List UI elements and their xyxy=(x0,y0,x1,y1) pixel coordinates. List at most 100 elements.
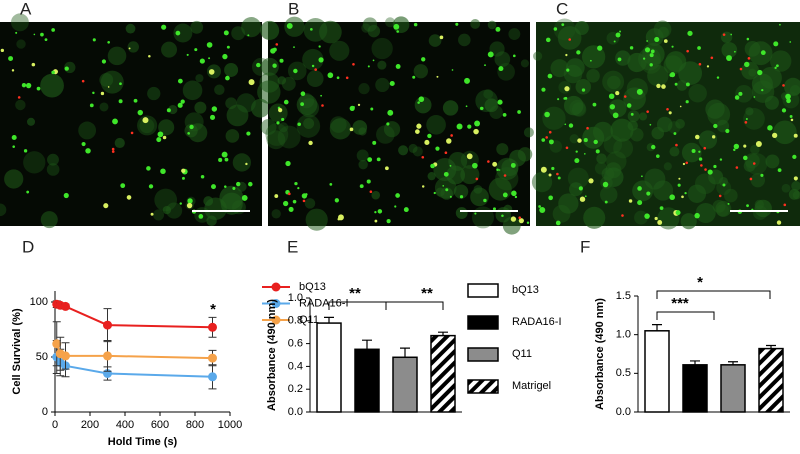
live-cell xyxy=(551,166,555,171)
y-axis-title: Absorbance (490 nm) xyxy=(594,298,606,410)
live-cell xyxy=(613,40,616,43)
dead-cell xyxy=(314,68,317,71)
live-cell xyxy=(300,91,306,97)
live-cell xyxy=(557,176,561,180)
live-cell xyxy=(283,200,289,207)
live-cell xyxy=(713,164,717,169)
live-cell xyxy=(760,173,764,177)
panel-label: B xyxy=(288,0,299,18)
live-cell xyxy=(418,96,425,103)
live-cell xyxy=(472,162,478,169)
cell-halo xyxy=(224,62,239,77)
live-cell xyxy=(396,30,400,33)
cell-halo xyxy=(168,104,178,115)
legend-swatch xyxy=(467,379,499,394)
cell-halo xyxy=(792,190,800,200)
live-cell xyxy=(118,99,123,104)
live-cell xyxy=(8,56,14,62)
live-cell xyxy=(733,50,736,53)
live-cell xyxy=(564,123,567,126)
live-cell xyxy=(177,102,183,108)
cell-halo xyxy=(608,99,627,118)
significance-label: * xyxy=(697,274,703,291)
data-point xyxy=(103,351,112,361)
cell-halo xyxy=(638,112,648,121)
cell-halo xyxy=(319,20,342,44)
live-cell xyxy=(589,59,592,62)
cell-halo xyxy=(426,114,446,135)
live-cell xyxy=(544,111,550,118)
cell-halo xyxy=(107,46,127,66)
live-cell xyxy=(617,57,622,62)
cell-halo xyxy=(4,169,24,189)
cell-halo xyxy=(615,50,631,66)
live-cell xyxy=(225,75,230,81)
cell-halo xyxy=(47,153,59,166)
cell-halo xyxy=(607,75,621,90)
live-cell xyxy=(649,53,654,58)
live-cell xyxy=(548,139,554,145)
dead-cell xyxy=(545,136,549,139)
cell-halo xyxy=(783,77,800,96)
cell-halo xyxy=(754,199,765,210)
live-cell xyxy=(698,150,701,153)
live-cell xyxy=(615,90,620,96)
cell-halo xyxy=(15,99,26,111)
live-cell xyxy=(644,213,650,219)
live-cell xyxy=(671,45,674,48)
cell-halo xyxy=(569,99,586,116)
x-tick-label: 800 xyxy=(186,419,204,431)
y-tick-label: 100 xyxy=(30,296,48,308)
cell-halo xyxy=(204,197,227,221)
cell-halo xyxy=(567,167,589,189)
legend-marker xyxy=(271,299,281,308)
cell-halo xyxy=(716,180,732,196)
cell-halo xyxy=(375,77,390,93)
live-cell xyxy=(644,47,651,53)
live-cell xyxy=(547,73,553,79)
cell-halo xyxy=(330,116,347,133)
live-cell xyxy=(12,145,16,148)
x-axis-title: Hold Time (s) xyxy=(108,436,178,448)
cell-halo xyxy=(484,98,499,113)
live-cell xyxy=(678,177,681,180)
live-cell xyxy=(36,86,41,91)
live-cell xyxy=(64,66,69,71)
live-cell xyxy=(588,178,594,184)
live-cell xyxy=(421,57,426,62)
cell-halo xyxy=(453,184,469,199)
live-cell xyxy=(427,133,432,139)
live-cell xyxy=(581,88,586,92)
live-cell xyxy=(366,179,371,184)
cell-halo xyxy=(305,208,328,231)
live-cell xyxy=(612,112,619,119)
cell-halo xyxy=(750,144,760,155)
cell-halo xyxy=(716,204,729,217)
live-cell xyxy=(553,27,558,31)
live-cell xyxy=(92,38,96,42)
cell-halo xyxy=(581,45,606,69)
cell-halo xyxy=(669,146,680,157)
live-cell xyxy=(222,53,228,60)
live-cell xyxy=(182,176,185,180)
cell-halo xyxy=(557,26,582,50)
cell-halo xyxy=(306,70,324,88)
cell-halo xyxy=(663,162,672,171)
cell-halo xyxy=(260,20,280,40)
live-cell xyxy=(746,204,749,208)
cell-halo xyxy=(754,199,772,218)
live-cell xyxy=(44,38,48,42)
error-bar xyxy=(652,324,662,331)
live-cell xyxy=(792,154,797,159)
dead-cell xyxy=(302,199,306,203)
live-cell xyxy=(393,23,400,30)
live-cell xyxy=(103,203,109,209)
live-cell xyxy=(455,22,459,26)
cell-halo xyxy=(460,165,480,185)
cell-halo xyxy=(503,204,513,214)
live-cell xyxy=(81,141,86,147)
dead-cell xyxy=(345,76,349,80)
live-cell xyxy=(150,212,154,216)
cell-halo xyxy=(569,182,584,197)
dead-cell xyxy=(130,131,134,135)
